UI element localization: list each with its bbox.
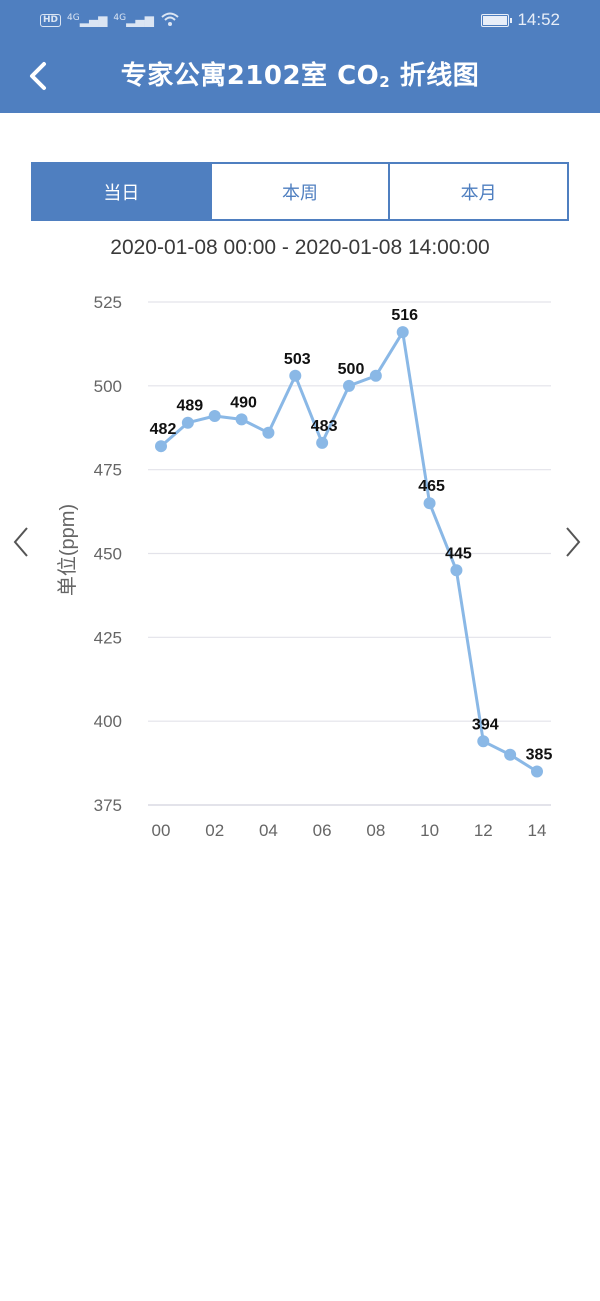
back-button[interactable] bbox=[18, 54, 58, 98]
signal-icon-2: 4G▂▄▆ bbox=[113, 13, 154, 27]
data-point[interactable] bbox=[343, 379, 355, 392]
x-tick-label: 00 bbox=[152, 821, 171, 840]
data-point[interactable] bbox=[155, 440, 167, 453]
data-point[interactable] bbox=[181, 416, 194, 429]
y-tick-label: 525 bbox=[94, 293, 122, 312]
y-tick-label: 425 bbox=[94, 628, 122, 647]
data-point[interactable] bbox=[504, 748, 517, 761]
tab-today[interactable]: 当日 bbox=[33, 164, 210, 219]
data-point[interactable] bbox=[289, 369, 302, 382]
y-tick-label: 400 bbox=[94, 712, 122, 731]
data-point[interactable] bbox=[262, 426, 275, 439]
data-point[interactable] bbox=[396, 326, 409, 339]
x-tick-label: 06 bbox=[313, 821, 332, 840]
prev-button[interactable] bbox=[6, 520, 36, 564]
data-point[interactable] bbox=[423, 497, 436, 510]
period-tabs: 当日 本周 本月 bbox=[31, 162, 569, 221]
chevron-right-icon bbox=[566, 527, 581, 557]
y-tick-label: 475 bbox=[94, 461, 122, 480]
data-label: 489 bbox=[177, 398, 204, 415]
battery-icon bbox=[481, 13, 513, 27]
data-point[interactable] bbox=[316, 436, 329, 449]
data-label: 483 bbox=[311, 418, 338, 435]
page-title: 专家公寓2102室 CO2 折线图 bbox=[120, 61, 480, 91]
data-point[interactable] bbox=[450, 564, 463, 577]
x-tick-label: 04 bbox=[259, 821, 278, 840]
clock: 14:52 bbox=[517, 10, 560, 29]
status-bar: HD 4G▂▄▆ 4G▂▄▆ 14:52 bbox=[0, 0, 600, 40]
hd-icon: HD bbox=[40, 13, 62, 27]
y-axis-label: 单位(ppm) bbox=[56, 504, 79, 596]
data-point[interactable] bbox=[369, 369, 382, 382]
data-label: 445 bbox=[445, 545, 472, 562]
data-label: 385 bbox=[526, 746, 553, 763]
co2-line-chart: 375 400 425 450 475 500 525 00 02 04 06 08 10 12 14 单… bbox=[56, 293, 553, 840]
x-tick-label: 14 bbox=[528, 821, 547, 840]
y-tick-label: 500 bbox=[94, 377, 122, 396]
next-button[interactable] bbox=[558, 520, 588, 564]
y-tick-labels: 375 400 425 450 475 500 525 bbox=[94, 293, 122, 815]
data-label: 503 bbox=[284, 351, 311, 368]
tab-month[interactable]: 本月 bbox=[388, 164, 568, 219]
wifi-icon bbox=[160, 11, 180, 30]
data-label: 482 bbox=[150, 421, 177, 438]
x-tick-label: 08 bbox=[366, 821, 385, 840]
data-label: 465 bbox=[418, 478, 445, 495]
date-range: 2020-01-08 00:00 - 2020-01-08 14:00:00 bbox=[110, 236, 490, 259]
x-tick-labels: 00 02 04 06 08 10 12 14 bbox=[152, 821, 547, 840]
chevron-left-icon bbox=[30, 62, 46, 90]
nav-bar: 专家公寓2102室 CO2 折线图 bbox=[0, 40, 600, 113]
tab-week[interactable]: 本周 bbox=[209, 164, 389, 219]
series-line bbox=[160, 330, 538, 773]
data-point[interactable] bbox=[477, 735, 490, 748]
data-label: 490 bbox=[230, 394, 257, 411]
data-point[interactable] bbox=[235, 413, 248, 426]
x-tick-label: 02 bbox=[205, 821, 224, 840]
data-point[interactable] bbox=[208, 410, 221, 423]
grid-lines bbox=[148, 301, 551, 806]
chevron-left-icon bbox=[13, 527, 28, 557]
data-label: 394 bbox=[472, 716, 499, 733]
y-tick-label: 450 bbox=[94, 545, 122, 564]
status-right: 14:52 bbox=[481, 8, 560, 32]
data-label: 500 bbox=[338, 361, 365, 378]
data-points bbox=[155, 326, 543, 778]
x-tick-label: 12 bbox=[474, 821, 493, 840]
status-left: HD 4G▂▄▆ 4G▂▄▆ bbox=[40, 8, 180, 32]
chart-area: 375 400 425 450 475 500 525 00 02 04 06 08 10 12 14 单… bbox=[0, 280, 600, 860]
signal-icon: 4G▂▄▆ bbox=[67, 13, 108, 27]
x-tick-label: 10 bbox=[420, 821, 439, 840]
data-label: 516 bbox=[391, 307, 418, 324]
y-tick-label: 375 bbox=[94, 796, 122, 815]
data-point[interactable] bbox=[531, 765, 543, 778]
